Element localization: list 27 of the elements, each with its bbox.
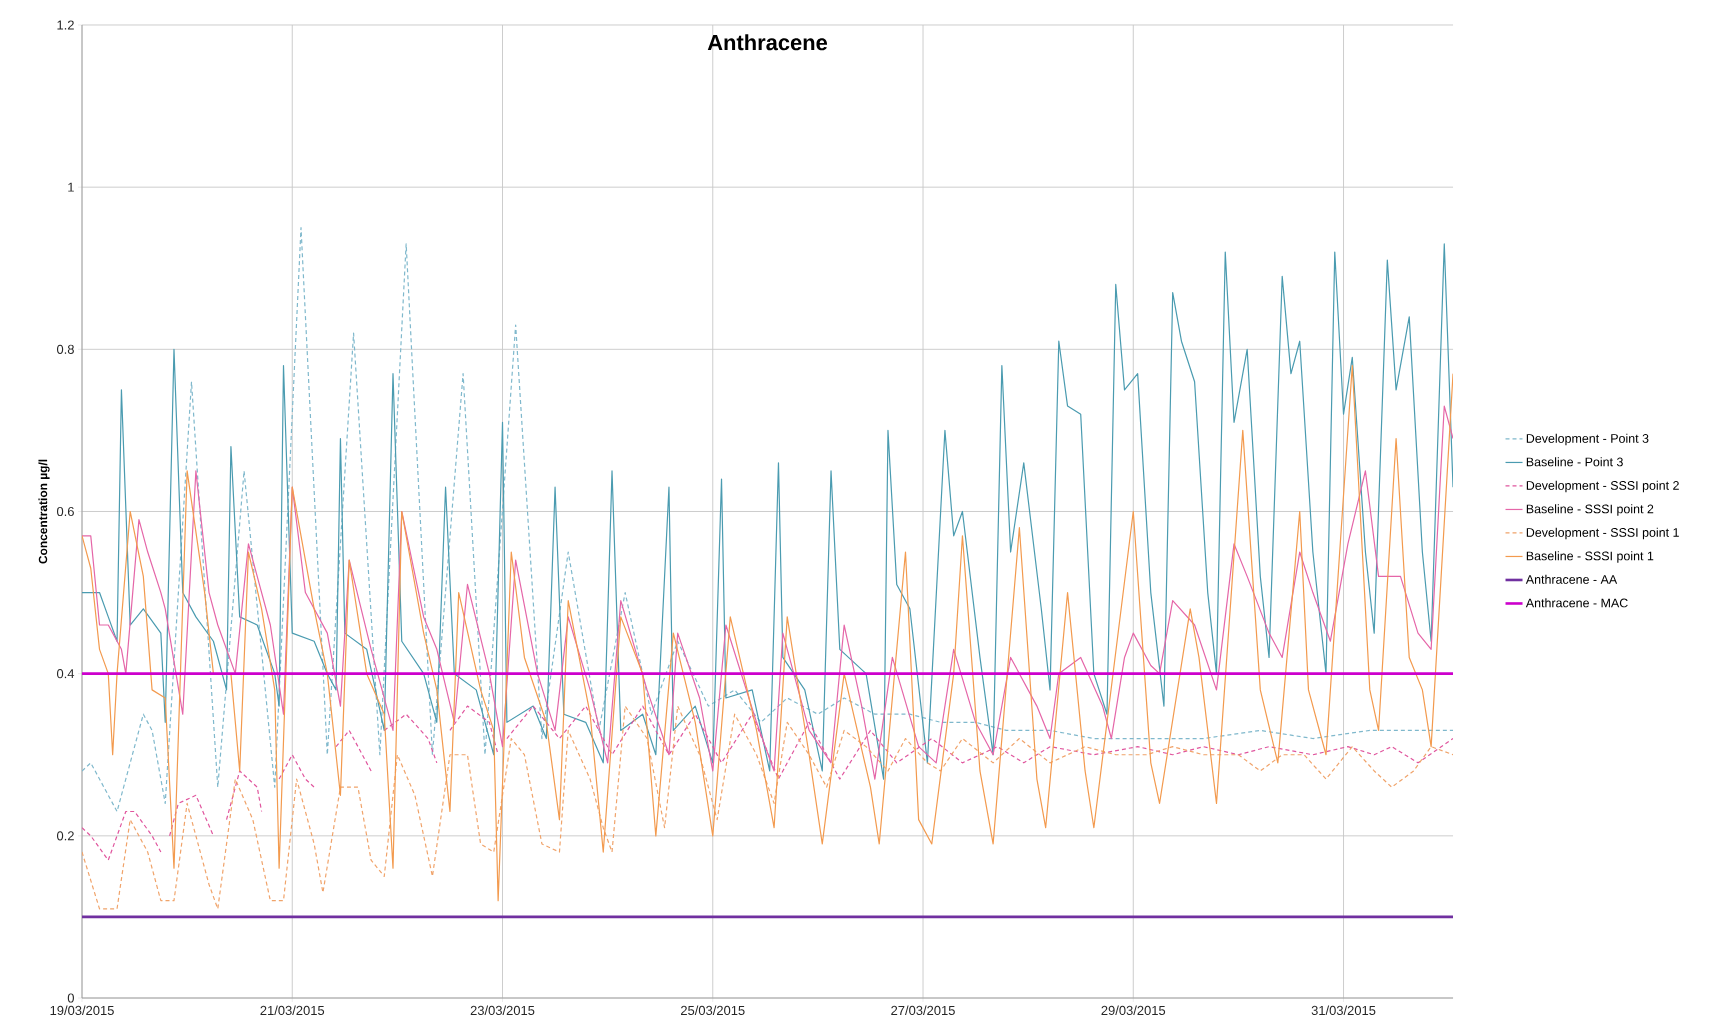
- y-tick-label: 0.6: [56, 506, 74, 517]
- legend-label: Anthracene - AA: [1525, 574, 1618, 584]
- chart-title: Anthracene: [707, 34, 828, 51]
- x-tick-label: 23/03/2015: [470, 1005, 535, 1016]
- legend-label: Development - Point 3: [1526, 433, 1649, 446]
- line-series: [82, 405, 1454, 780]
- x-tick-label: 21/03/2015: [260, 1005, 325, 1016]
- y-tick-label: 1.2: [57, 20, 74, 30]
- y-tick-label: 0.8: [56, 344, 74, 354]
- y-axis-title: Concentration µg/l: [38, 459, 50, 564]
- legend-label: Baseline - SSSI point 2: [1526, 504, 1654, 516]
- y-tick-label: 1: [68, 182, 74, 192]
- line-series: [82, 364, 1454, 902]
- legend-label: Anthracene - MAC: [1525, 598, 1628, 608]
- x-tick-label: 31/03/2015: [1311, 1005, 1376, 1016]
- y-tick-label: 0.2: [56, 831, 74, 841]
- x-tick-label: 25/03/2015: [681, 1005, 745, 1016]
- y-tick-label: 0: [67, 993, 74, 1003]
- x-tick-label: 29/03/2015: [1101, 1005, 1166, 1016]
- legend-label: Development - SSSI point 2: [1526, 480, 1679, 493]
- legend-label: Baseline - Point 3: [1526, 457, 1623, 467]
- legend-label: Baseline - SSSI point 1: [1526, 551, 1654, 563]
- x-tick-label: 19/03/2015: [50, 1005, 114, 1016]
- legend-label: Development - SSSI point 1: [1526, 527, 1679, 540]
- y-tick-label: 0.4: [56, 669, 75, 679]
- line-series: [82, 705, 1454, 910]
- x-tick-label: 27/03/2015: [891, 1005, 955, 1016]
